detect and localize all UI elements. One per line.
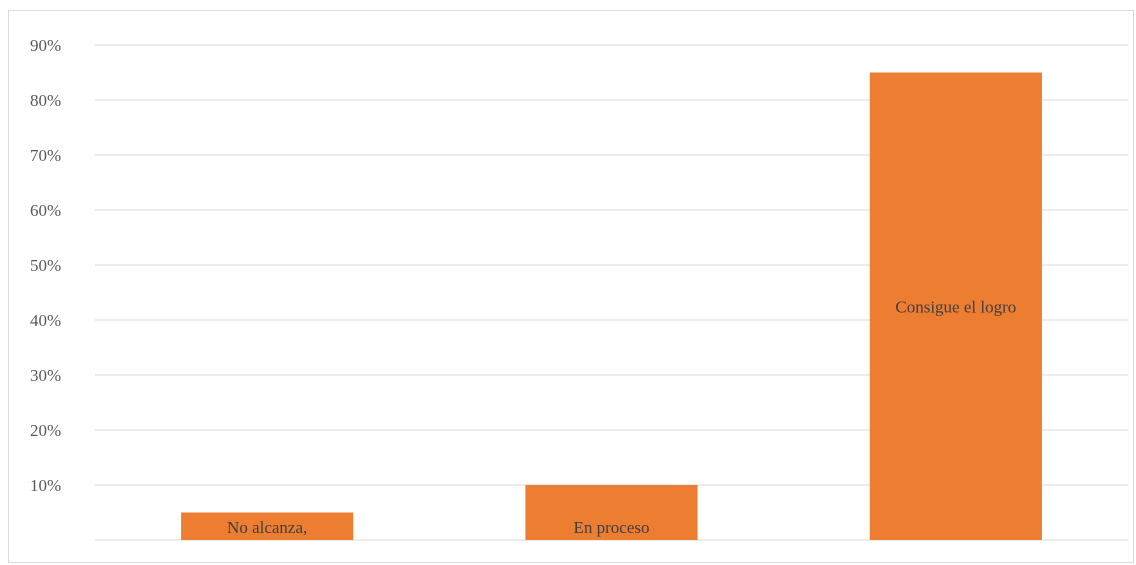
y-tick-label: 70%: [30, 146, 61, 165]
bar-1: [525, 485, 698, 540]
y-axis-ticks: 10% 20% 30% 40% 50% 60% 70% 80% 90%: [30, 36, 61, 495]
y-tick-label: 10%: [30, 476, 61, 495]
y-tick-label: 90%: [30, 36, 61, 55]
y-tick-label: 60%: [30, 201, 61, 220]
y-tick-label: 20%: [30, 421, 61, 440]
data-label-0: No alcanza,: [227, 518, 307, 537]
y-tick-label: 80%: [30, 91, 61, 110]
y-tick-label: 40%: [30, 311, 61, 330]
data-label-2: Consigue el logro: [895, 297, 1016, 316]
bars: [181, 72, 1042, 540]
bar-2: [869, 72, 1042, 540]
y-tick-label: 30%: [30, 366, 61, 385]
data-labels: No alcanza, En proceso Consigue el logro: [227, 297, 1016, 537]
data-label-1: En proceso: [573, 518, 649, 537]
y-tick-label: 50%: [30, 256, 61, 275]
bar-0: [181, 512, 354, 540]
